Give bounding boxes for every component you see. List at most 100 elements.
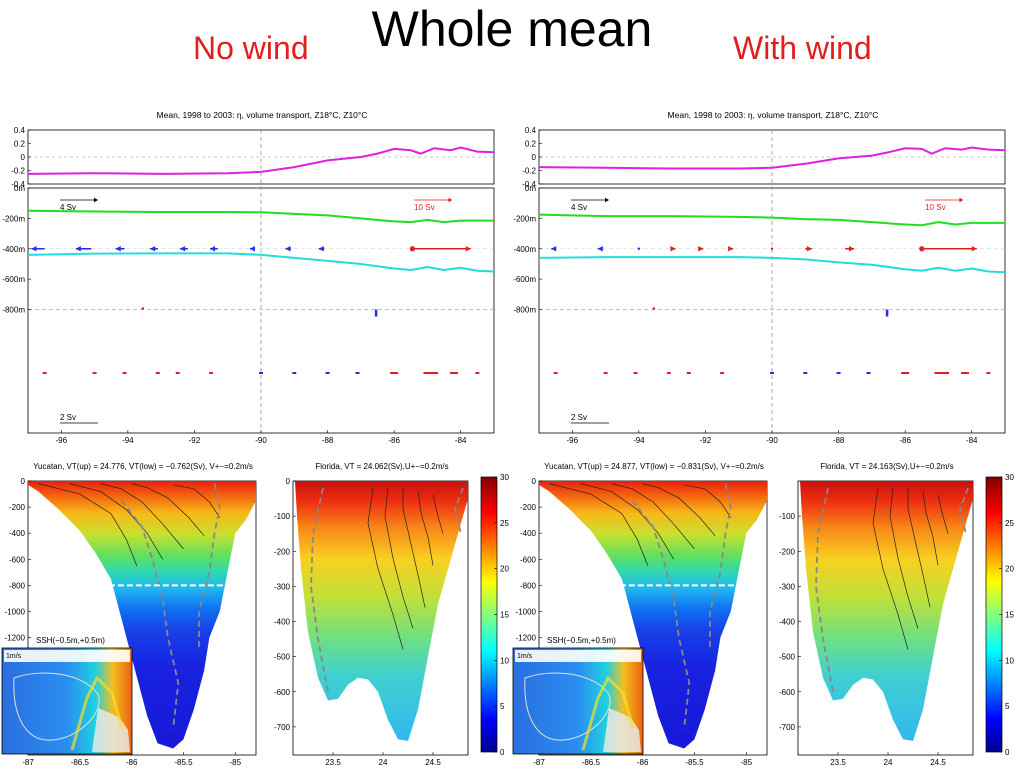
scale-label-4sv: 4 Sv bbox=[60, 203, 76, 212]
florida-velocity-contour bbox=[432, 494, 444, 534]
transport-vector-400m-head bbox=[249, 246, 255, 252]
florida-y-tick: -200 bbox=[779, 547, 796, 556]
ssh-inset-scale: 1m/s bbox=[517, 653, 533, 660]
florida-zero-contour bbox=[815, 487, 834, 692]
yucatan-zero-contour bbox=[709, 483, 732, 651]
florida-y-tick: -300 bbox=[274, 582, 291, 591]
yucatan-velocity-contour bbox=[580, 483, 675, 560]
transport-dot-800m bbox=[652, 307, 656, 310]
yucatan-x-tick: -87 bbox=[533, 758, 545, 767]
x-tick-label: -96 bbox=[567, 436, 579, 445]
colorbar-tick: 25 bbox=[500, 519, 509, 528]
yucatan-y-tick: -1000 bbox=[5, 607, 26, 616]
colorbar-tick: 20 bbox=[1005, 565, 1014, 574]
eta-y-tick: -0.2 bbox=[11, 167, 25, 176]
ssh-inset-label: SSH(−0.5m,+0.5m) bbox=[547, 636, 616, 645]
florida-y-tick: -600 bbox=[779, 688, 796, 697]
yucatan-velocity-contour bbox=[131, 483, 205, 537]
yucatan-x-tick: -87 bbox=[22, 758, 34, 767]
yucatan-title: Yucatan, VT(up) = 24.877, VT(low) = −0.8… bbox=[544, 462, 764, 471]
florida-temperature-field bbox=[800, 481, 973, 741]
ssh-inset-label: SSH(−0.5m,+0.5m) bbox=[36, 636, 105, 645]
eta-line bbox=[27, 146, 495, 175]
z18-line bbox=[538, 213, 1005, 227]
transport-vector-400m-head bbox=[597, 246, 603, 252]
depth-tick: -800m bbox=[513, 306, 536, 315]
colorbar-tick: 5 bbox=[1005, 702, 1010, 711]
yucatan-y-tick: -1200 bbox=[5, 634, 26, 643]
eta-y-tick: -0.4 bbox=[522, 180, 536, 189]
eta-y-tick: 0 bbox=[21, 153, 26, 162]
scale-label-10sv: 10 Sv bbox=[414, 203, 434, 212]
yucatan-x-tick: -86.5 bbox=[582, 758, 601, 767]
florida-y-tick: -700 bbox=[779, 723, 796, 732]
yucatan-velocity-contour bbox=[69, 483, 164, 560]
z10-line bbox=[27, 252, 495, 273]
eta-y-tick: 0.4 bbox=[525, 126, 537, 135]
transport-vector-400m-head bbox=[150, 246, 156, 252]
transport-vector-400m-origin bbox=[919, 246, 925, 252]
scale-label-4sv: 4 Sv bbox=[571, 203, 587, 212]
x-tick-label: -94 bbox=[122, 436, 134, 445]
transport-vector-400m-head bbox=[670, 246, 676, 252]
yucatan-y-tick: -800 bbox=[9, 581, 26, 590]
scale-arrow-10sv-head bbox=[959, 197, 964, 203]
florida-velocity-contour bbox=[922, 491, 939, 566]
florida-x-tick: 23.5 bbox=[325, 758, 341, 767]
x-tick-label: -94 bbox=[633, 436, 645, 445]
with-wind-label: With wind bbox=[733, 30, 872, 66]
colorbar-tick: 15 bbox=[1005, 611, 1014, 620]
yucatan-x-tick: -86 bbox=[637, 758, 649, 767]
transport-vector-400m-head bbox=[285, 246, 291, 252]
scale-arrow-10sv-head bbox=[448, 197, 453, 203]
ssh-inset-current bbox=[70, 675, 124, 751]
yucatan-y-tick: -600 bbox=[9, 555, 26, 564]
depth-tick: -200m bbox=[2, 214, 25, 223]
eta-y-tick: 0.2 bbox=[14, 140, 26, 149]
yucatan-zero-contour bbox=[198, 483, 221, 651]
yucatan-y-tick: -400 bbox=[520, 529, 537, 538]
florida-x-tick: 24.5 bbox=[930, 758, 946, 767]
transport-vector-400m-head bbox=[971, 246, 977, 252]
florida-y-tick: -100 bbox=[779, 512, 796, 521]
x-tick-label: -84 bbox=[455, 436, 467, 445]
florida-x-tick: 24.5 bbox=[425, 758, 441, 767]
yucatan-temperature-field bbox=[28, 481, 256, 749]
x-tick-label: -92 bbox=[189, 436, 201, 445]
ssh-inset-land bbox=[4, 650, 130, 662]
florida-zero-contour bbox=[454, 487, 464, 534]
scale-label-10sv: 10 Sv bbox=[925, 203, 945, 212]
florida-y-tick: -600 bbox=[274, 688, 291, 697]
florida-temperature-field bbox=[295, 481, 468, 741]
transport-vector-400m-head bbox=[806, 246, 812, 252]
florida-velocity-contour bbox=[402, 488, 426, 608]
x-tick-label: -88 bbox=[833, 436, 845, 445]
scale-arrow-4sv-head bbox=[94, 197, 98, 203]
transport-vector-400m-head bbox=[75, 246, 81, 252]
yucatan-x-tick: -85 bbox=[740, 758, 752, 767]
florida-velocity-contour bbox=[367, 487, 404, 650]
transport-vector-400m bbox=[770, 247, 774, 250]
transport-dot-800m bbox=[885, 309, 889, 317]
yucatan-zero-contour bbox=[120, 500, 180, 730]
florida-velocity-contour bbox=[907, 488, 931, 608]
florida-velocity-contour bbox=[937, 494, 949, 534]
ssh-inset-current bbox=[581, 675, 635, 751]
depth-tick: -400m bbox=[2, 245, 25, 254]
transport-vector-400m-head bbox=[180, 246, 186, 252]
yucatan-y-tick: -200 bbox=[520, 503, 537, 512]
ssh-inset-contour bbox=[524, 672, 611, 741]
transport-vector-400m-head bbox=[318, 246, 324, 252]
florida-y-tick: -400 bbox=[274, 618, 291, 627]
transport-vector-400m-head bbox=[698, 246, 704, 252]
transport-dot-800m bbox=[141, 307, 145, 310]
transport-vector-400m-head bbox=[115, 246, 121, 252]
colorbar-tick: 10 bbox=[500, 656, 509, 665]
x-tick-label: -90 bbox=[255, 436, 267, 445]
florida-velocity-contour bbox=[384, 487, 414, 629]
yucatan-x-tick: -85.5 bbox=[685, 758, 704, 767]
transport-vector-400m-head bbox=[31, 246, 37, 252]
yucatan-velocity-contour bbox=[173, 484, 221, 518]
depth-tick: -800m bbox=[2, 306, 25, 315]
florida-zero-contour bbox=[959, 487, 969, 534]
